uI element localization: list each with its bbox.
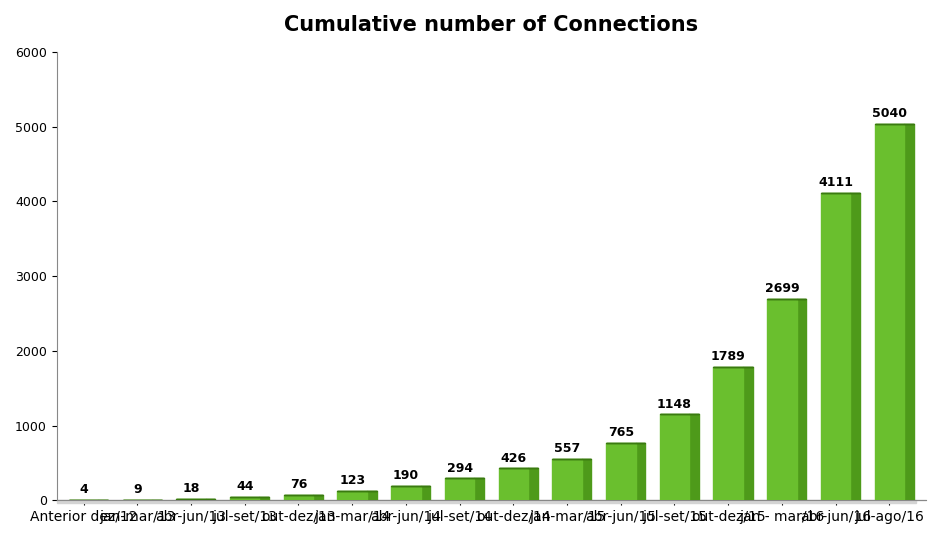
Text: 9: 9: [133, 483, 142, 496]
Polygon shape: [445, 478, 474, 500]
Polygon shape: [366, 491, 377, 500]
Polygon shape: [713, 367, 742, 500]
Text: 4111: 4111: [818, 176, 852, 189]
Text: 765: 765: [607, 426, 633, 439]
Polygon shape: [312, 495, 323, 500]
Text: 1789: 1789: [710, 350, 745, 363]
Polygon shape: [391, 486, 420, 500]
Polygon shape: [767, 299, 796, 500]
Text: 4: 4: [79, 483, 88, 496]
Polygon shape: [337, 491, 366, 500]
Polygon shape: [474, 478, 483, 500]
Text: 557: 557: [553, 442, 580, 455]
Text: 426: 426: [499, 452, 526, 465]
Polygon shape: [659, 414, 688, 500]
Text: 44: 44: [236, 480, 253, 493]
Polygon shape: [528, 468, 537, 500]
Text: 76: 76: [290, 478, 307, 491]
Polygon shape: [850, 193, 859, 500]
Text: 294: 294: [447, 461, 472, 474]
Polygon shape: [605, 443, 634, 500]
Polygon shape: [283, 495, 312, 500]
Polygon shape: [206, 499, 215, 500]
Text: 190: 190: [393, 469, 418, 482]
Text: 2699: 2699: [764, 282, 799, 295]
Polygon shape: [176, 499, 206, 500]
Polygon shape: [229, 497, 260, 500]
Polygon shape: [742, 367, 751, 500]
Text: 18: 18: [182, 482, 199, 495]
Title: Cumulative number of Connections: Cumulative number of Connections: [284, 15, 698, 35]
Text: 1148: 1148: [656, 398, 691, 411]
Polygon shape: [420, 486, 430, 500]
Polygon shape: [820, 193, 850, 500]
Polygon shape: [634, 443, 645, 500]
Text: 5040: 5040: [871, 107, 906, 120]
Polygon shape: [260, 497, 269, 500]
Polygon shape: [873, 123, 903, 500]
Polygon shape: [551, 459, 582, 500]
Polygon shape: [688, 414, 699, 500]
Polygon shape: [57, 500, 915, 503]
Polygon shape: [796, 299, 805, 500]
Polygon shape: [582, 459, 591, 500]
Polygon shape: [498, 468, 528, 500]
Polygon shape: [903, 123, 913, 500]
Text: 123: 123: [339, 474, 364, 487]
